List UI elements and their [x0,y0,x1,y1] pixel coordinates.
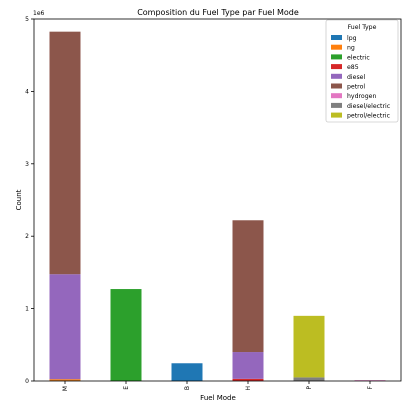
bar-M-ng [49,379,81,381]
legend-items: lpg ng electric e85 diesel petrol hydrogen dies… [331,35,391,120]
legend-swatch-hydrogen [331,93,342,99]
y-tick-label: 2 [25,233,29,240]
bar-H-petrol [232,220,264,353]
bar-M-petrol [49,31,81,275]
bar-P-diesel-electric [293,377,325,381]
x-tick-label-F: F [367,385,374,389]
x-tick-label-M: M [62,386,69,391]
y-axis-offset-label: 1e6 [33,10,45,17]
y-tick-label: 3 [25,161,29,168]
x-tick-label-H: H [245,386,252,391]
bar-H-diesel [232,352,264,379]
legend-swatch-petrol [331,83,342,89]
legend-label-petrol: petrol [347,84,365,91]
y-tick-label: 0 [25,378,29,385]
bar-H-e85 [232,378,264,381]
bar-M-diesel [49,274,81,380]
x-tick-label-B: B [184,386,191,390]
legend-label-diesel: diesel [347,74,365,81]
bar-B-lpg [171,363,203,381]
legend-label-ng: ng [347,45,355,52]
x-axis-title: Fuel Mode [200,394,236,402]
bar-E-electric [110,289,142,381]
legend-label-hydrogen: hydrogen [347,93,376,100]
legend-swatch-electric [331,54,342,60]
legend-label-electric: electric [347,54,370,61]
legend-swatch-ng [331,44,342,50]
y-axis-title: Count [15,189,23,210]
bar-P-petrol-electric [293,315,325,378]
x-tick-label-E: E [123,386,130,390]
legend-box [325,19,399,123]
plot-area-frame [33,18,402,382]
chart-title: Composition du Fuel Type par Fuel Mode [137,8,299,17]
legend-swatch-e85 [331,64,342,70]
legend-label-e85: e85 [347,64,359,71]
legend-swatch-lpg [331,35,342,40]
legend-label-lpg: lpg [347,35,357,42]
legend-swatch-petrol-electric [331,112,342,118]
y-axis: 0 1 2 3 4 5 [25,16,34,385]
legend-label-petrol-electric: petrol/electric [347,113,391,120]
legend-title: Fuel Type [348,24,377,31]
legend: Fuel Type lpg ng electric e85 diesel petrol hy… [325,19,399,123]
y-tick-label: 4 [25,88,29,95]
legend-swatch-diesel [331,73,342,79]
bars-layer [49,31,386,381]
x-tick-label-P: P [306,386,313,390]
y-tick-label: 1 [25,306,29,313]
legend-label-diesel-electric: diesel/electric [347,103,391,110]
legend-swatch-diesel-electric [331,102,342,108]
y-tick-label: 5 [25,16,29,23]
